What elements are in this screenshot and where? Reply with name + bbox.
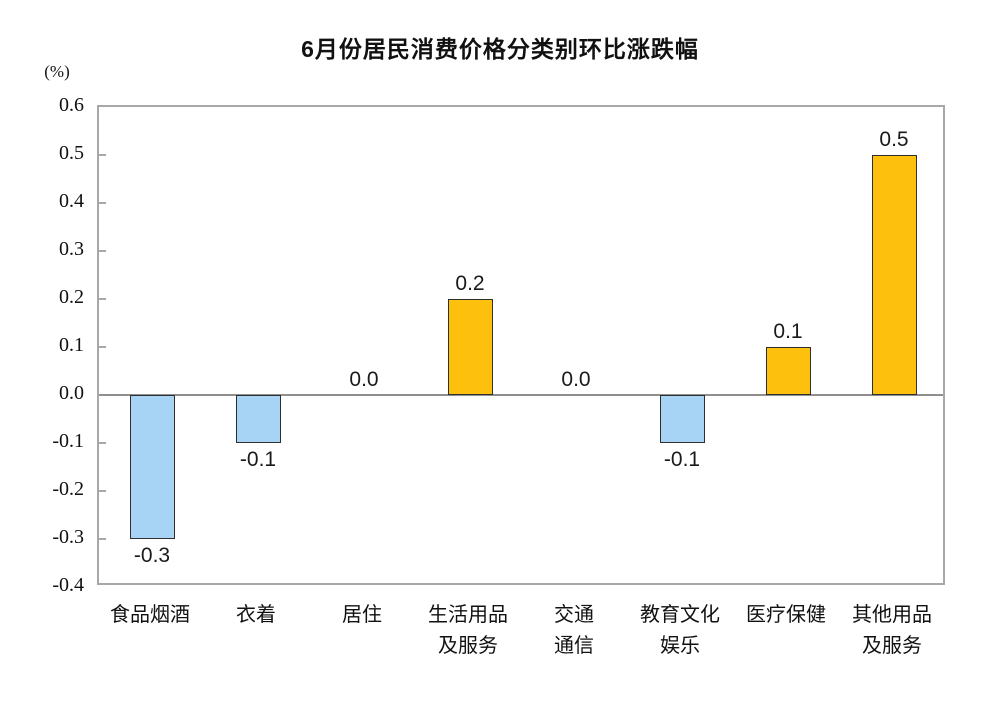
y-tick-label: 0.3 [59,238,84,260]
y-tick-label: 0.1 [59,334,84,356]
plot-area: -0.3 -0.1 0.0 0.2 0.0 -0.1 0.1 0.5 [97,105,945,585]
bar-value-label: 0.2 [455,272,485,295]
y-axis-tick-mark [99,538,106,540]
chart-title: 6月份居民消费价格分类别环比涨跌幅 [301,36,699,62]
y-axis-tick-mark [99,202,106,204]
y-axis-tick-mark [99,490,106,492]
y-tick-label: -0.1 [52,430,84,452]
y-tick-label: 0.4 [59,190,84,212]
bar-1 [129,395,175,539]
x-category-label: 食品烟酒 [110,604,190,626]
bar-7 [765,347,811,395]
bar-value-label: 0.1 [773,320,803,343]
y-axis-tick-mark [99,298,106,300]
bar-value-label: -0.1 [239,448,277,471]
y-tick-label: 0.6 [59,94,84,116]
y-axis-tick-mark [99,346,106,348]
x-category-label: 生活用品 及服务 [428,604,508,657]
y-axis-tick-mark [99,250,106,252]
y-tick-label: -0.2 [52,478,84,500]
bar-value-label: 0.0 [349,368,379,391]
bar-value-label: -0.1 [663,448,701,471]
y-axis-tick-mark [99,442,106,444]
y-axis-unit-label: (%) [44,62,70,81]
x-category-label: 医疗保健 [746,604,826,626]
y-tick-label: 0.5 [59,142,84,164]
bar-value-label: 0.5 [879,128,909,151]
y-axis-tick-mark [99,154,106,156]
bar-6 [659,395,705,443]
x-category-label: 其他用品 及服务 [852,604,932,657]
y-tick-label: 0.2 [59,286,84,308]
y-tick-label: -0.3 [52,526,84,548]
x-category-label: 居住 [342,604,382,626]
x-category-label: 衣着 [236,604,276,626]
x-category-label: 教育文化 娱乐 [640,604,720,657]
y-tick-label: -0.4 [52,574,84,596]
bar-4 [447,299,493,395]
bar-8 [871,155,917,395]
bar-value-label: -0.3 [133,544,171,567]
y-tick-label: 0.0 [59,382,84,404]
zero-baseline [99,394,943,396]
bar-2 [235,395,281,443]
x-category-label: 交通 通信 [554,604,594,657]
bar-value-label: 0.0 [561,368,591,391]
